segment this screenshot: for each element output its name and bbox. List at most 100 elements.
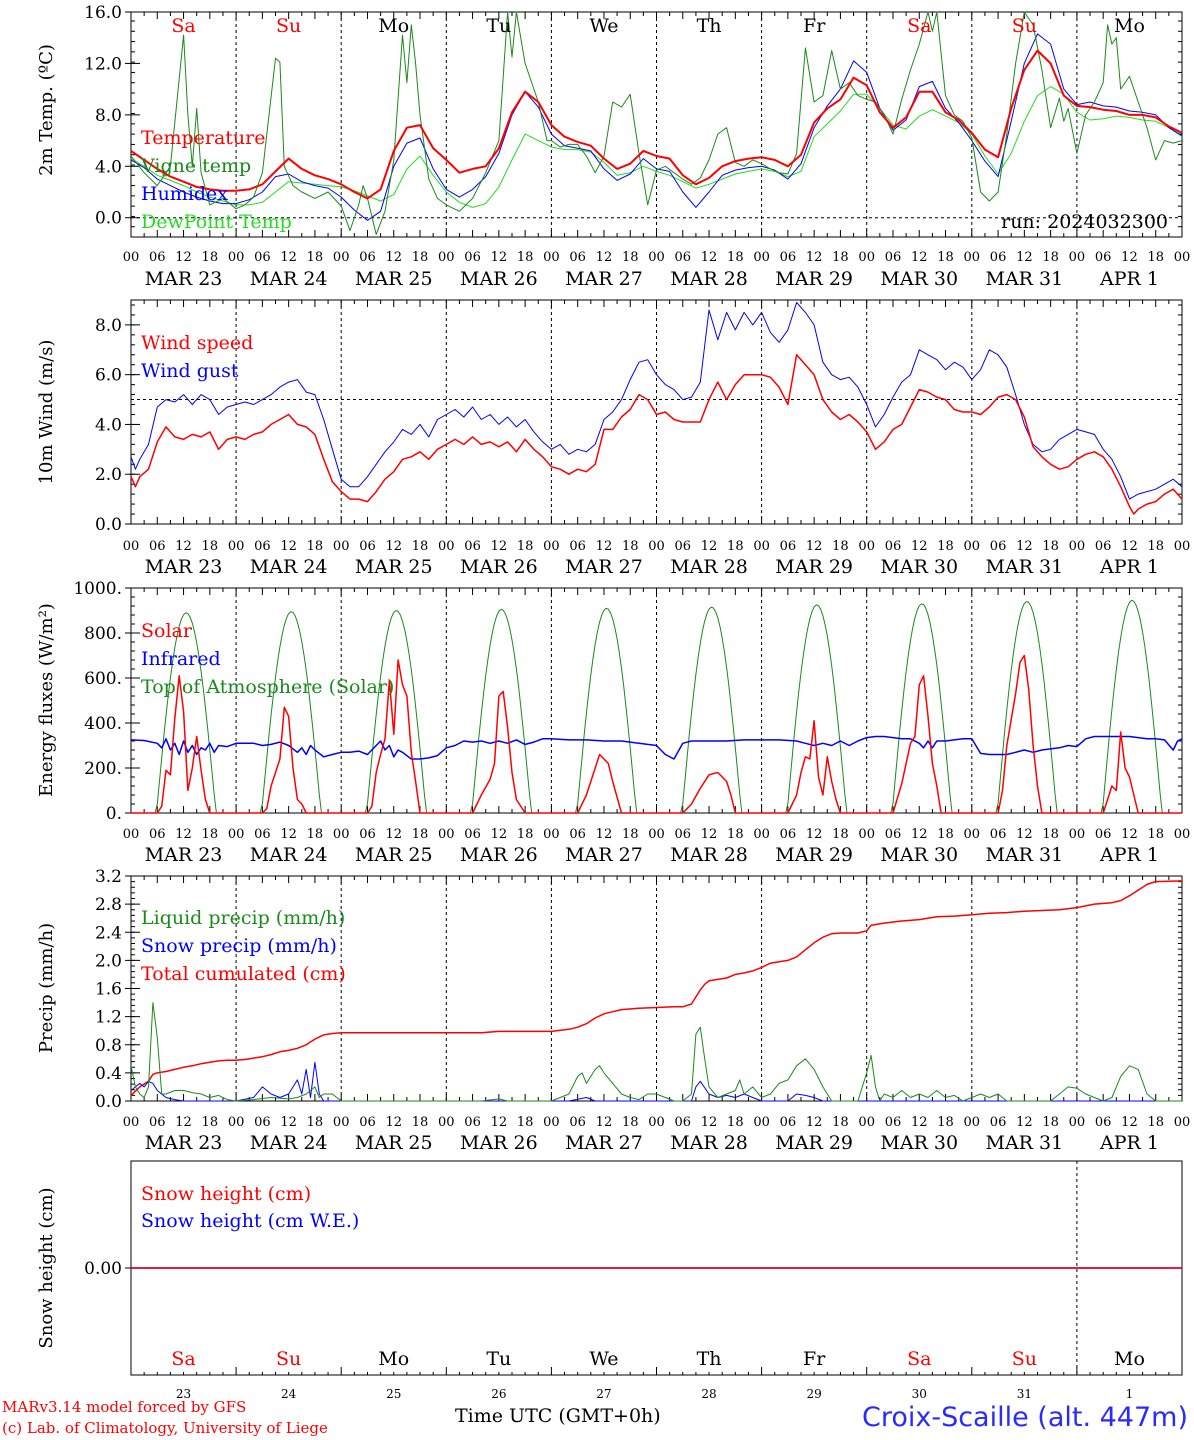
y-tick-label: 8.0 xyxy=(95,316,122,336)
day-name-label: Fr xyxy=(803,1348,826,1370)
hour-tick-label: 06 xyxy=(885,539,902,554)
hour-tick-label: 12 xyxy=(175,250,192,265)
hour-tick-label: 12 xyxy=(1121,827,1138,842)
y-tick-label: 0.0 xyxy=(95,1092,122,1112)
series-line-wind-gust xyxy=(131,302,1182,500)
hour-tick-label: 06 xyxy=(254,250,271,265)
date-label: MAR 26 xyxy=(460,1132,538,1154)
hour-tick-label: 18 xyxy=(622,1115,639,1130)
day-name-label: Mo xyxy=(1114,15,1145,37)
panel-2: 00 06 12 18 00 06 12 18 00 06 12 18 00 06 12 18 00 06 12 18… xyxy=(36,299,1190,578)
hour-tick-label: 06 xyxy=(569,539,586,554)
hour-tick-label: 12 xyxy=(596,1115,613,1130)
legend-entry: Vigne temp xyxy=(140,155,251,177)
day-name-label: Th xyxy=(697,1348,722,1370)
date-label: MAR 28 xyxy=(670,268,748,290)
date-label: APR 1 xyxy=(1099,268,1159,290)
hour-tick-label: 12 xyxy=(491,250,508,265)
date-label: APR 1 xyxy=(1099,844,1159,866)
hour-tick-label: 06 xyxy=(149,1115,166,1130)
date-label: MAR 31 xyxy=(985,844,1063,866)
hour-tick-label: 06 xyxy=(780,827,797,842)
day-name-label: Th xyxy=(697,15,722,37)
hour-tick-label: 18 xyxy=(1042,250,1059,265)
hour-tick-label: 06 xyxy=(675,539,692,554)
legend-entry: Wind speed xyxy=(141,332,253,354)
y-tick-label: 16.0 xyxy=(84,3,122,23)
hour-tick-label: 00 xyxy=(438,827,455,842)
hour-tick-label: 18 xyxy=(727,539,744,554)
hour-tick-label: 12 xyxy=(385,539,402,554)
hour-tick-label: 12 xyxy=(175,1115,192,1130)
day-number-label: 30 xyxy=(912,1387,927,1401)
date-label: MAR 24 xyxy=(250,1132,328,1154)
hour-tick-label: 18 xyxy=(307,827,324,842)
legend-entry: Snow precip (mm/h) xyxy=(141,935,337,957)
hour-tick-label: 18 xyxy=(937,539,954,554)
y-axis-label: Precip (mm/h) xyxy=(36,923,57,1053)
hour-tick-label: 06 xyxy=(569,1115,586,1130)
date-label: MAR 25 xyxy=(355,844,433,866)
date-label: MAR 23 xyxy=(145,844,223,866)
hour-tick-label: 00 xyxy=(333,1115,350,1130)
hour-tick-label: 06 xyxy=(885,250,902,265)
date-label: MAR 29 xyxy=(775,844,853,866)
date-label: MAR 24 xyxy=(250,268,328,290)
run-label: run: 2024032300 xyxy=(1001,211,1168,233)
legend-entry: Temperature xyxy=(141,127,265,149)
day-name-label: Sa xyxy=(907,15,931,37)
series-line-infrared xyxy=(131,735,1182,760)
legend-entry: Wind gust xyxy=(141,360,239,382)
hour-tick-label: 06 xyxy=(254,539,271,554)
hour-tick-label: 18 xyxy=(1042,1115,1059,1130)
series-line-solar xyxy=(131,654,1182,814)
hour-tick-label: 12 xyxy=(280,539,297,554)
hour-tick-label: 12 xyxy=(701,250,718,265)
y-tick-label: 6.0 xyxy=(95,366,122,386)
y-tick-label: 3.2 xyxy=(95,867,122,887)
day-name-label: Sa xyxy=(171,15,195,37)
hour-tick-label: 00 xyxy=(543,1115,560,1130)
hour-tick-label: 00 xyxy=(123,539,140,554)
hour-tick-label: 06 xyxy=(254,1115,271,1130)
day-name-label: Su xyxy=(1012,1348,1037,1370)
hour-tick-label: 18 xyxy=(517,1115,534,1130)
hour-tick-label: 06 xyxy=(1095,250,1112,265)
hour-tick-label: 18 xyxy=(1147,1115,1164,1130)
hour-tick-label: 06 xyxy=(359,539,376,554)
date-label: MAR 29 xyxy=(775,556,853,578)
date-label: MAR 30 xyxy=(880,556,958,578)
day-name-label: Mo xyxy=(1114,1348,1145,1370)
y-tick-label: 2.0 xyxy=(95,951,122,971)
hour-tick-label: 18 xyxy=(412,250,429,265)
hour-tick-label: 12 xyxy=(596,250,613,265)
hour-tick-label: 18 xyxy=(412,539,429,554)
hour-tick-label: 12 xyxy=(596,827,613,842)
hour-tick-label: 12 xyxy=(1016,1115,1033,1130)
hour-tick-label: 00 xyxy=(964,1115,981,1130)
hour-tick-label: 00 xyxy=(858,827,875,842)
hour-tick-label: 06 xyxy=(885,827,902,842)
hour-tick-label: 06 xyxy=(780,539,797,554)
hour-tick-label: 00 xyxy=(858,250,875,265)
hour-tick-label: 00 xyxy=(333,539,350,554)
date-label: MAR 26 xyxy=(460,268,538,290)
hour-tick-label: 00 xyxy=(964,827,981,842)
hour-tick-label: 18 xyxy=(727,1115,744,1130)
hour-tick-label: 06 xyxy=(675,250,692,265)
hour-tick-label: 12 xyxy=(701,1115,718,1130)
day-number-label: 27 xyxy=(596,1387,611,1401)
hour-tick-label: 18 xyxy=(1147,827,1164,842)
hour-tick-label: 18 xyxy=(1147,250,1164,265)
y-tick-label: 4.0 xyxy=(95,415,122,435)
hour-tick-label: 00 xyxy=(1069,1115,1086,1130)
hour-tick-label: 00 xyxy=(1069,250,1086,265)
date-label: APR 1 xyxy=(1099,1132,1159,1154)
hour-tick-label: 18 xyxy=(832,1115,849,1130)
hour-tick-label: 18 xyxy=(412,827,429,842)
y-tick-label: 1000. xyxy=(73,579,122,599)
date-label: MAR 25 xyxy=(355,556,433,578)
hour-tick-label: 12 xyxy=(911,250,928,265)
date-label: MAR 23 xyxy=(145,268,223,290)
day-name-label: Sa xyxy=(171,1348,195,1370)
